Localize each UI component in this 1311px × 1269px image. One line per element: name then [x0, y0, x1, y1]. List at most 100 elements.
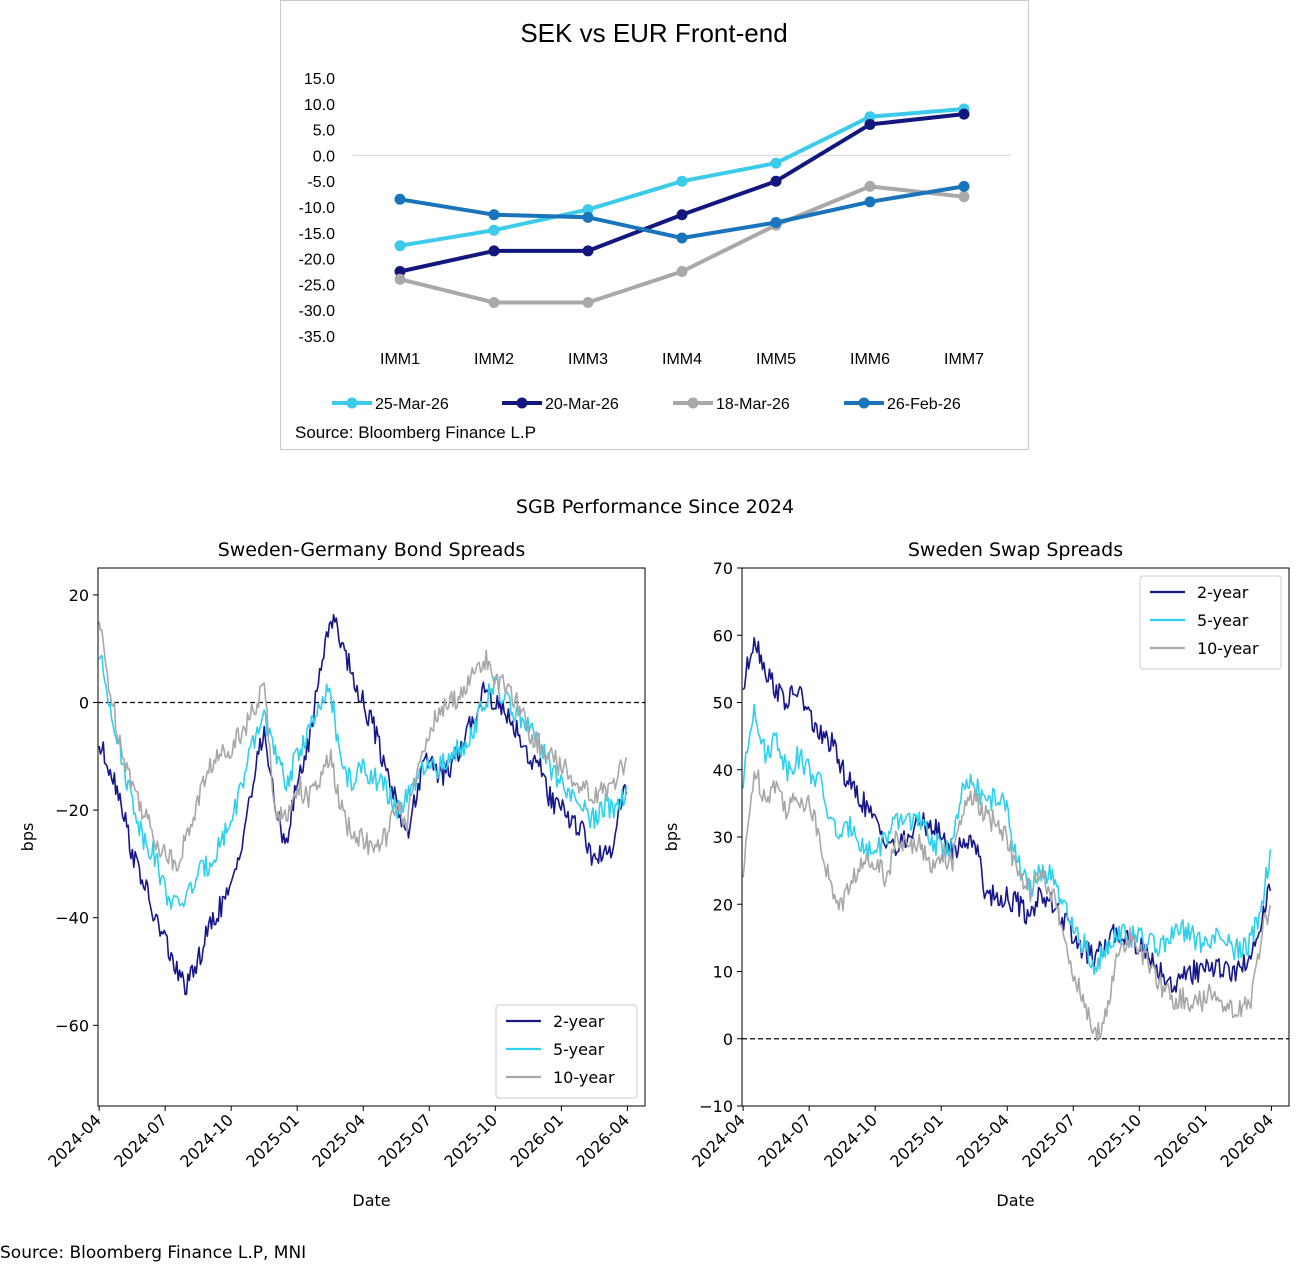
legend-label: 10-year [1197, 639, 1259, 658]
data-point [582, 211, 594, 223]
data-point [864, 118, 876, 130]
x-tick-label: 2025-01 [242, 1110, 303, 1171]
y-tick-label: −60 [55, 1016, 89, 1035]
data-point [394, 273, 406, 285]
data-point [488, 296, 500, 308]
x-tick-label: 2024-10 [176, 1110, 237, 1171]
data-point [770, 216, 782, 228]
y-tick-label: -5.0 [307, 174, 335, 191]
data-point [582, 245, 594, 257]
plot-area-frame [97, 567, 646, 1107]
series-line-2-year [742, 637, 1272, 993]
data-point [676, 175, 688, 187]
y-tick-label: -20.0 [299, 252, 336, 269]
data-point [676, 209, 688, 221]
x-tick-label: 2024-10 [820, 1110, 881, 1171]
sgb-performance-figure: SGB Performance Since 2024 Sweden-Germany… [18, 496, 1290, 1210]
y-tick-label: 40 [713, 761, 733, 780]
legend-label: 5-year [553, 1040, 605, 1059]
figure-suptitle: SGB Performance Since 2024 [516, 496, 794, 518]
data-point [958, 191, 970, 203]
panel-title: Sweden Swap Spreads [908, 539, 1123, 561]
legend-label: 26-Feb-26 [887, 396, 961, 413]
panel-title: Sweden-Germany Bond Spreads [218, 539, 526, 561]
x-tick-label: 2025-07 [1018, 1110, 1079, 1171]
data-point [864, 111, 876, 123]
legend-marker [516, 397, 528, 409]
y-tick-label: −40 [55, 909, 89, 928]
x-tick-label: 2026-01 [506, 1110, 567, 1171]
y-tick-label: −10 [699, 1097, 733, 1116]
x-tick-label: IMM3 [568, 351, 608, 368]
x-tick-label: IMM4 [662, 351, 702, 368]
y-tick-label: 0 [723, 1030, 733, 1049]
y-tick-label: 20 [713, 895, 733, 914]
y-tick-label: -10.0 [299, 200, 336, 217]
x-tick-label: 2026-04 [573, 1110, 634, 1171]
series-line-2-year [98, 613, 628, 996]
y-tick-label: 10 [713, 963, 733, 982]
x-tick-label: 2025-10 [440, 1110, 501, 1171]
y-tick-label: 0.0 [313, 148, 335, 165]
x-tick-label: IMM6 [850, 351, 890, 368]
x-axis-label: Date [996, 1191, 1034, 1210]
x-tick-label: 2025-10 [1084, 1110, 1145, 1171]
y-tick-label: -30.0 [299, 303, 336, 320]
legend-box [495, 1004, 638, 1099]
x-tick-label: 2026-04 [1217, 1110, 1278, 1171]
x-tick-label: IMM5 [756, 351, 796, 368]
source-note: Source: Bloomberg Finance L.P [295, 423, 536, 442]
legend-label: 2-year [1197, 583, 1249, 602]
data-point [394, 240, 406, 252]
data-point [676, 266, 688, 277]
legend-box [1139, 575, 1282, 670]
y-axis-label: bps [662, 823, 681, 852]
data-point [582, 296, 594, 308]
x-tick-label: 2024-07 [754, 1110, 815, 1171]
series-line-10-year [98, 621, 628, 872]
x-tick-label: 2026-01 [1150, 1110, 1211, 1171]
x-tick-label: 2024-07 [110, 1110, 171, 1171]
y-tick-label: -15.0 [299, 226, 336, 243]
x-tick-label: IMM2 [474, 351, 514, 368]
legend-marker [687, 397, 699, 409]
data-point [488, 209, 500, 221]
data-point [770, 157, 782, 169]
legend-label: 2-year [553, 1012, 605, 1031]
y-tick-label: 50 [713, 694, 733, 713]
y-tick-label: −20 [55, 801, 89, 820]
series-line-5-year [98, 654, 628, 910]
data-point [864, 196, 876, 208]
x-tick-label: 2025-01 [886, 1110, 947, 1171]
sek-vs-eur-chart: SEK vs EUR Front-end 15.0 10.0 5.0 0.0 -5.0 -1… [295, 18, 1011, 442]
y-tick-label: 5.0 [313, 123, 335, 140]
data-point [770, 175, 782, 187]
y-tick-label: 30 [713, 828, 733, 847]
legend-marker [858, 397, 870, 409]
series-line-10-year [742, 769, 1272, 1042]
y-tick-label: 60 [713, 626, 733, 645]
figure-source-note: Source: Bloomberg Finance L.P, MNI [0, 1243, 307, 1263]
data-point [864, 180, 876, 192]
legend-marker [346, 397, 358, 409]
x-tick-label: 2025-07 [374, 1110, 435, 1171]
series-line-5-year [742, 703, 1272, 976]
data-point [394, 266, 406, 277]
y-tick-label: 20 [69, 586, 89, 605]
y-tick-label: 10.0 [304, 97, 335, 114]
y-tick-label: -25.0 [299, 277, 336, 294]
legend-label: 20-Mar-26 [545, 396, 619, 413]
x-tick-label: 2025-04 [308, 1110, 369, 1171]
series-line-18-Mar-26 [399, 184, 965, 305]
y-axis-label: bps [18, 823, 37, 852]
data-point [488, 245, 500, 257]
y-tick-label: -35.0 [299, 329, 336, 346]
y-tick-label: 0 [79, 694, 89, 713]
data-point [958, 180, 970, 192]
x-tick-label: 2024-04 [688, 1110, 749, 1171]
x-tick-label: 2025-04 [952, 1110, 1013, 1171]
legend-label: 18-Mar-26 [716, 396, 790, 413]
data-point [958, 108, 970, 120]
x-axis-label: Date [352, 1191, 390, 1210]
x-tick-label: IMM1 [380, 351, 420, 368]
